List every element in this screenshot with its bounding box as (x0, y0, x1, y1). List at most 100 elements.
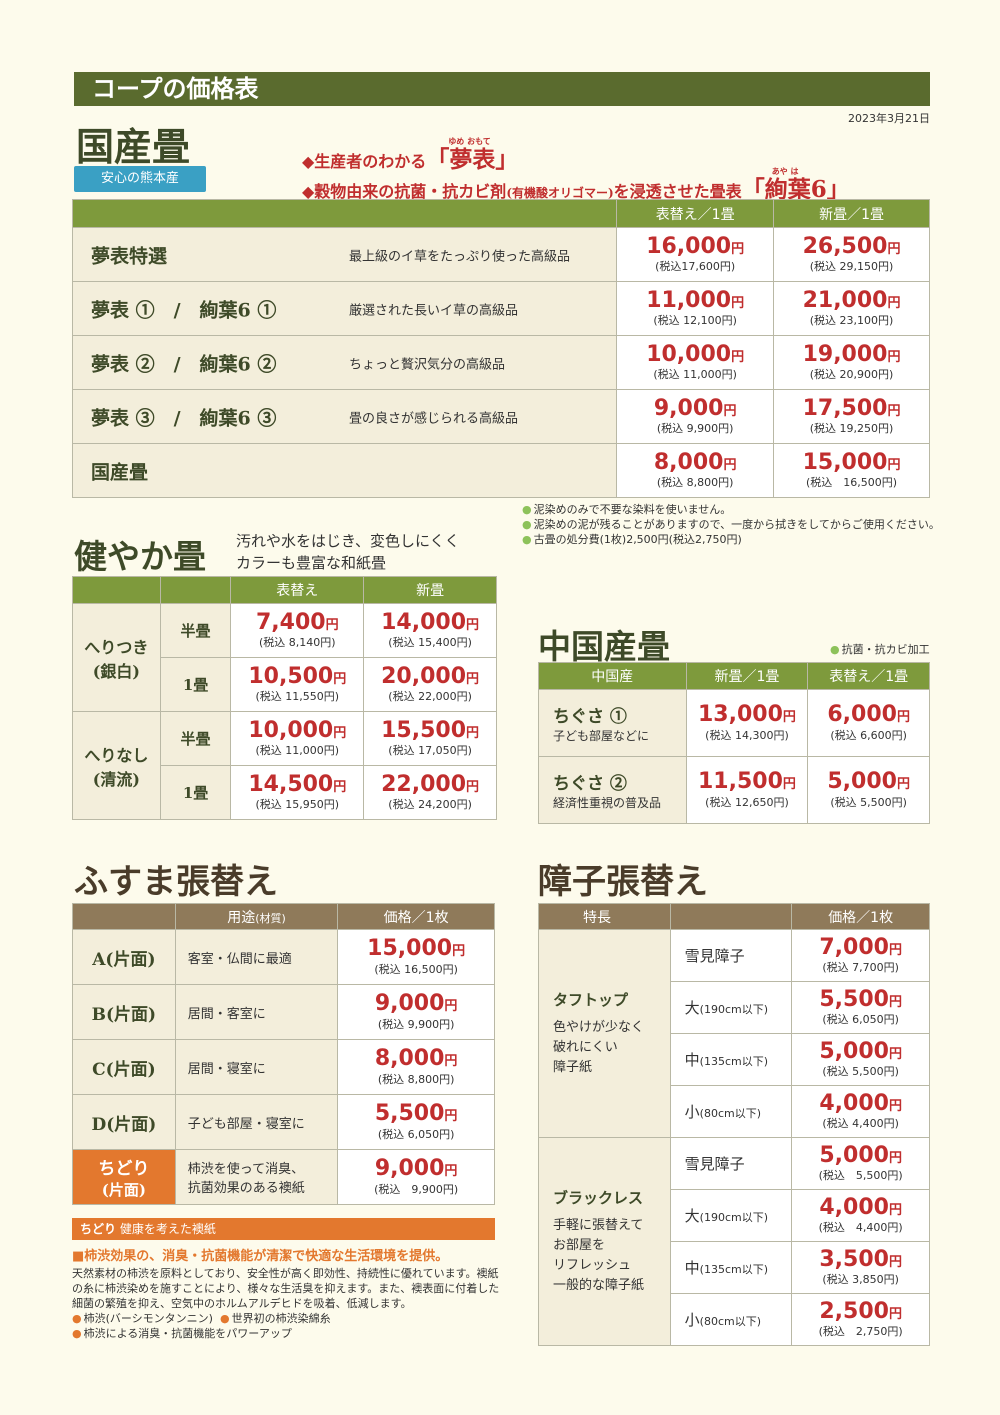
fusuma-row: ちどり (片面) 柿渋を使って消臭、 抗菌効果のある襖紙 9,000円 (税込 9,… (72, 1149, 495, 1205)
price-value: 10,000円 (248, 717, 347, 743)
shoji-group-desc-line: リフレッシュ (553, 1257, 632, 1273)
shoji-size-dim: (135cm以下) (699, 1263, 768, 1276)
price-cell: 20,000円 (税込 22,000円) (363, 657, 497, 712)
price-tax: (税込17,600円) (655, 260, 736, 274)
price-tax: (税込 16,500円) (374, 962, 458, 976)
fusuma-title: ふすま張替え (74, 862, 278, 902)
fusuma-header-row: 用途(材質) 価格／1枚 (72, 903, 495, 930)
kokusan-row: 夢表 ① / 絢葉6 ① 厳選された長いイ草の高級品 11,000円 (税込 1… (71, 281, 930, 336)
fusuma-row-use: 客室・仏間に最適 (174, 929, 339, 985)
shoji-header-blank (669, 903, 793, 930)
price-tax: (税込 12,650円) (705, 795, 789, 809)
shoji-row: ブラックレス 手軽に張替えて お部屋を リフレッシュ 一般的な障子紙 雪見障子 5,000… (538, 1137, 930, 1346)
shoji-table: 特長 価格／1枚 タフトップ 色やけが少なく 破れにくい 障子紙 雪見障子 7,000円… (538, 903, 930, 1346)
price-cell: 7,000円 (税込 7,700円) (791, 929, 930, 982)
price-cell: 9,000円 (税込 9,900円) (337, 1149, 495, 1205)
sukoyaka-size-text: 1畳 (182, 676, 209, 694)
kokusan-notes: 泥染めのみで不要な染料を使いません。 泥染めの泥が残ることがありますので、一度か… (522, 502, 940, 547)
shoji-group-name: タフトップ (553, 990, 629, 1009)
feature1-ruby: ゆめ おもて (448, 136, 491, 146)
fusuma-header-use: 用途(材質) (174, 903, 339, 930)
kokusan-row: 夢表特選 最上級のイ草をたっぷり使った高級品 16,000円 (税込17,600… (71, 227, 930, 282)
sukoyaka-size-text: 1畳 (182, 784, 209, 802)
price-tax: (税込 23,100円) (809, 314, 894, 328)
feature2-prefix: ◆穀物由来の抗菌・抗カビ剤 (302, 182, 507, 201)
kumamoto-badge: 安心の熊本産 (74, 166, 206, 192)
price-value: 9,000円 (653, 395, 737, 421)
kokusan-row-label: 夢表 ③ / 絢葉6 ③ 畳の良さが感じられる高級品 (71, 389, 618, 444)
sukoyaka-size: 1畳 (159, 657, 232, 712)
price-value: 11,000円 (646, 287, 745, 313)
kokusan-row-desc: 最上級のイ草をたっぷり使った高級品 (349, 249, 571, 264)
price-tax: (税込 22,000円) (388, 690, 472, 704)
chugoku-note: 抗菌・抗カビ加工 (830, 642, 930, 657)
price-cell: 26,500円 (税込 29,150円) (773, 227, 930, 282)
shoji-size: 大(190cm以下) (669, 1189, 793, 1242)
kokusan-header-replace: 表替え／1畳 (616, 199, 775, 228)
price-tax: (税込 24,200円) (388, 798, 472, 812)
price-cell: 21,000円 (税込 23,100円) (773, 281, 930, 336)
chugoku-row-name: ちぐさ ① (553, 707, 627, 727)
fusuma-row-name: A(片面) (92, 949, 156, 970)
price-cell: 10,500円 (税込 11,550円) (230, 657, 365, 712)
chugoku-row: ちぐさ ② 経済性重視の普及品 11,500円 (税込 12,650円) 5,0… (538, 756, 930, 824)
price-tax: (税込 19,250円) (809, 422, 894, 436)
sukoyaka-group-label: へりなし (清流) (72, 711, 161, 820)
sukoyaka-title: 健やか畳 (74, 537, 206, 576)
kokusan-row-label: 夢表 ② / 絢葉6 ② ちょっと贅沢気分の高級品 (71, 335, 618, 390)
kokusan-row-label: 国産畳 (71, 443, 618, 498)
sukoyaka-row: へりなし (清流) 半畳 10,000円 (税込 11,000円) 15,500円… (72, 711, 497, 820)
kokusan-title: 国産畳 (76, 124, 191, 169)
price-value: 15,000円 (802, 449, 901, 475)
chugoku-row: ちぐさ ① 子ども部屋などに 13,000円 (税込 14,300円) 6,00… (538, 689, 930, 757)
price-cell: 19,000円 (税込 20,900円) (773, 335, 930, 390)
price-value: 15,000円 (367, 936, 466, 962)
shoji-size: 雪見障子 (669, 1137, 793, 1190)
shoji-size-text: 大 (684, 1207, 700, 1225)
fusuma-header-use-text: 用途 (227, 909, 256, 926)
shoji-header-price: 価格／1枚 (791, 903, 930, 930)
shoji-row: 小(80cm以下) 2,500円 (税込 2,750円) (539, 1293, 930, 1346)
price-value: 17,500円 (802, 395, 901, 421)
sukoyaka-size: 半畳 (159, 711, 232, 766)
kokusan-table: 表替え／1畳 新畳／1畳 夢表特選 最上級のイ草をたっぷり使った高級品 16,0… (71, 199, 930, 498)
kokusan-row-desc: ちょっと贅沢気分の高級品 (349, 357, 506, 372)
price-tax: (税込 17,050円) (388, 744, 472, 758)
price-tax: (税込 6,050円) (822, 1013, 899, 1027)
sukoyaka-group-color: (清流) (92, 769, 140, 789)
shoji-size: 大(190cm以下) (669, 981, 793, 1034)
shoji-group-desc-line: 色やけが少なく (553, 1019, 645, 1035)
price-value: 14,000円 (381, 609, 480, 635)
shoji-size: 雪見障子 (669, 929, 793, 982)
sukoyaka-table: 表替え 新畳 へりつき (銀白) 半畳 7,400円 (税込 8,140円) 14… (72, 576, 497, 820)
sukoyaka-size-text: 半畳 (180, 622, 211, 640)
price-cell: 5,000円 (税込 5,500円) (791, 1033, 930, 1086)
fusuma-row-name: D(片面) (91, 1114, 157, 1135)
price-cell: 11,000円 (税込 12,100円) (616, 281, 775, 336)
feature2-ruby: あや は (771, 166, 799, 176)
fusuma-row-name: ちどり (98, 1159, 150, 1179)
chidori-bar: ちどり 健康を考えた襖紙 (72, 1218, 495, 1240)
sukoyaka-row: 1畳 10,500円 (税込 11,550円) 20,000円 (税込 22,0… (73, 657, 497, 712)
sukoyaka-group-color: (銀白) (92, 661, 140, 681)
price-cell: 5,500円 (税込 6,050円) (337, 1094, 495, 1150)
price-cell: 5,500円 (税込 6,050円) (791, 981, 930, 1034)
chugoku-table: 中国産 新畳／1畳 表替え／1畳 ちぐさ ① 子ども部屋などに 13,000円 … (538, 662, 930, 824)
price-cell: 22,000円 (税込 24,200円) (363, 765, 497, 820)
price-tax: (税込 20,900円) (809, 368, 894, 382)
feature2-mid: を浸透させた畳表 (613, 182, 742, 201)
sukoyaka-group-name: へりつき (84, 637, 149, 657)
fusuma-row-label: ちどり (片面) (72, 1149, 176, 1205)
chidori-info: ■柿渋効果の、消臭・抗菌機能が清潔で快適な生活環境を提供。 天然素材の柿渋を原料… (72, 1245, 502, 1341)
sukoyaka-size: 1畳 (159, 765, 232, 820)
chugoku-header-name: 中国産 (538, 662, 687, 690)
shoji-header-feature: 特長 (538, 903, 671, 930)
shoji-size-dim: (190cm以下) (699, 1211, 768, 1224)
chugoku-header-replace: 表替え／1畳 (807, 662, 930, 690)
shoji-size-text: 中 (684, 1259, 700, 1277)
price-tax: (税込 9,900円) (377, 1017, 455, 1031)
shoji-row: 小(80cm以下) 4,000円 (税込 4,400円) (539, 1085, 930, 1138)
price-tax: (税込 2,750円) (818, 1325, 903, 1339)
price-cell: 6,000円 (税込 6,600円) (807, 689, 930, 757)
price-cell: 15,000円 (税込 16,500円) (337, 929, 495, 985)
